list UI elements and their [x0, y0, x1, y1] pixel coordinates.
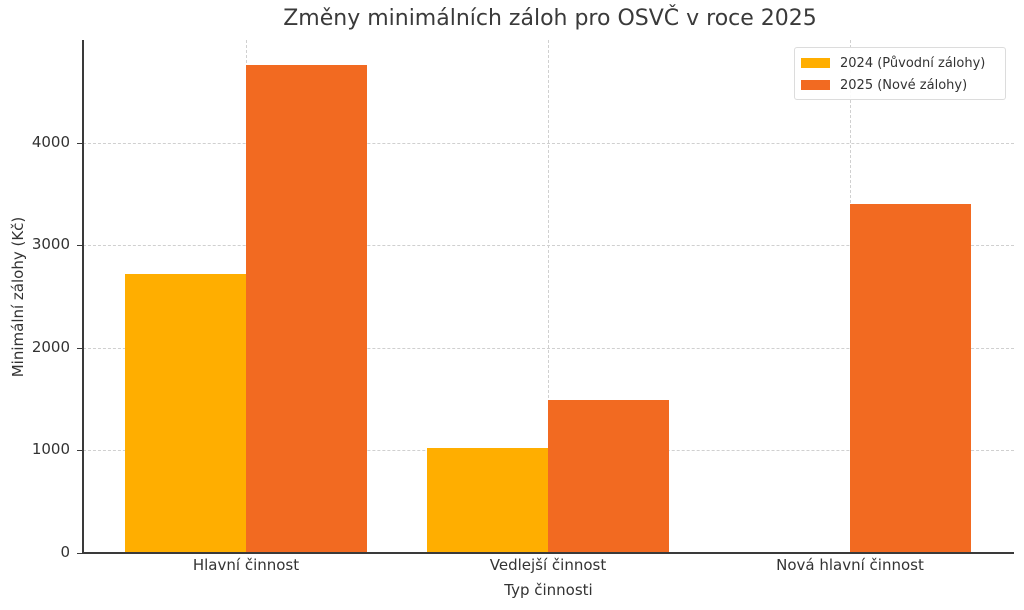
- y-tick-mark: [77, 142, 82, 144]
- y-tick-mark: [77, 450, 82, 452]
- x-axis-label: Typ činnosti: [504, 581, 593, 599]
- y-tick-mark: [77, 245, 82, 247]
- bar-2024: [125, 273, 246, 553]
- y-tick-mark: [77, 347, 82, 349]
- bar-2025: [548, 399, 669, 553]
- bar-2025: [850, 204, 971, 553]
- x-tick-label: Nová hlavní činnost: [776, 556, 924, 574]
- bar-2024: [427, 448, 548, 553]
- legend-label-2024: 2024 (Původní zálohy): [840, 55, 986, 71]
- bar-2025: [246, 64, 367, 553]
- legend: 2024 (Původní zálohy) 2025 (Nové zálohy): [794, 47, 1006, 100]
- x-tick-label: Hlavní činnost: [192, 556, 300, 574]
- chart-title: Změny minimálních záloh pro OSVČ v roce …: [283, 6, 817, 31]
- x-axis-line: [82, 552, 1014, 554]
- plot-area: [83, 40, 1014, 553]
- y-tick-label: 0: [60, 543, 70, 561]
- y-axis-label: Minimální zálohy (Kč): [9, 216, 27, 378]
- y-tick-mark: [77, 553, 82, 554]
- y-axis-line: [82, 40, 84, 554]
- legend-item-2024: 2024 (Původní zálohy): [801, 54, 985, 72]
- y-tick-label: 3000: [31, 235, 70, 254]
- y-tick-label: 4000: [31, 132, 70, 151]
- legend-label-2025: 2025 (Nové zálohy): [840, 77, 968, 93]
- y-tick-label: 2000: [31, 337, 70, 356]
- gridline-vertical: [548, 40, 549, 553]
- legend-swatch-2024: [801, 58, 830, 68]
- legend-item-2025: 2025 (Nové zálohy): [801, 76, 967, 94]
- x-tick-label: Vedlejší činnost: [489, 556, 607, 574]
- legend-swatch-2025: [801, 80, 830, 90]
- y-tick-label: 1000: [31, 440, 70, 459]
